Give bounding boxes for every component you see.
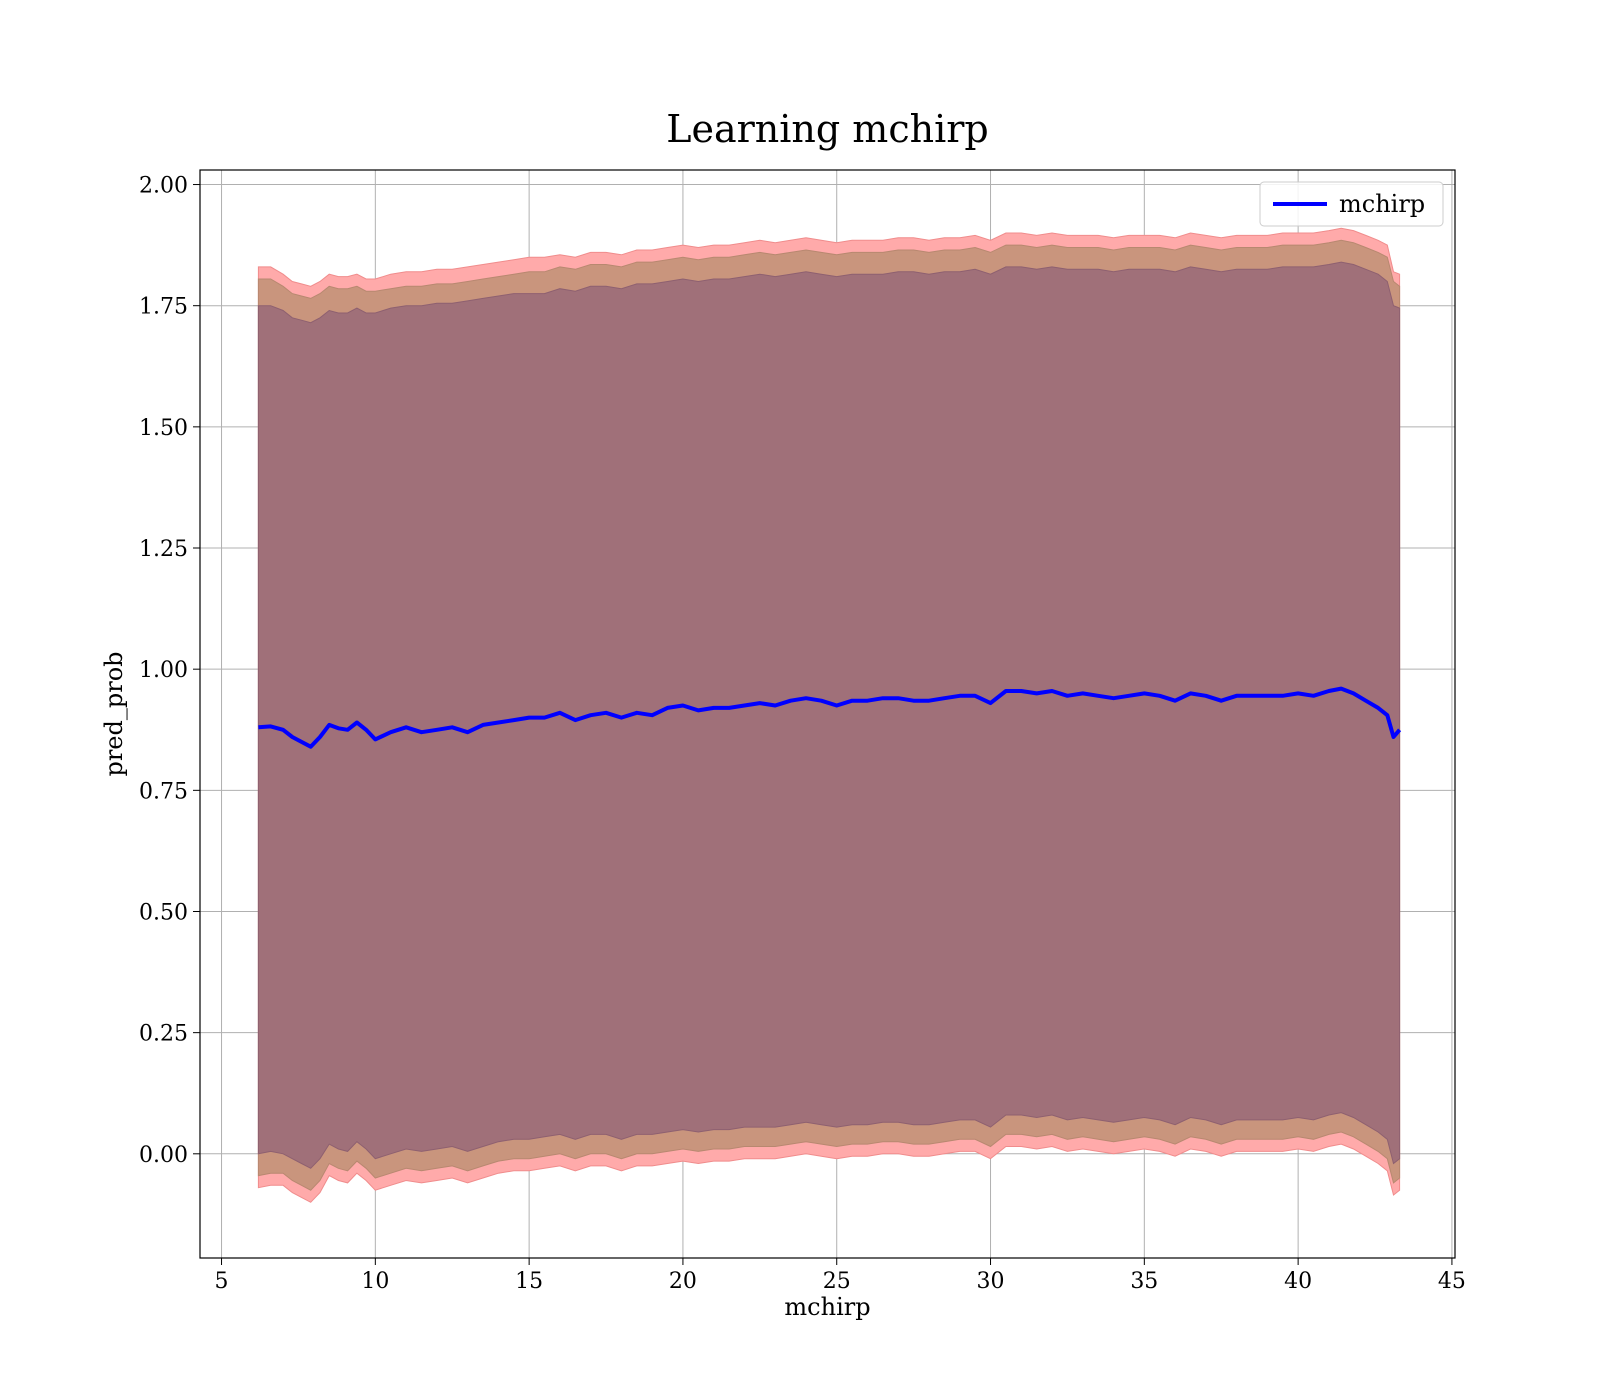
x-tick-label: 15 bbox=[515, 1269, 543, 1294]
y-axis-label: pred_prob bbox=[100, 651, 128, 776]
x-axis-label: mchirp bbox=[784, 1293, 870, 1321]
y-tick-label: 1.00 bbox=[139, 658, 188, 683]
x-tick-label: 5 bbox=[215, 1269, 229, 1294]
x-tick-label: 40 bbox=[1284, 1269, 1312, 1294]
y-tick-label: 1.75 bbox=[139, 295, 188, 320]
legend-label-mchirp: mchirp bbox=[1339, 190, 1425, 218]
x-tick-label: 30 bbox=[977, 1269, 1005, 1294]
series-line-mchirp bbox=[258, 686, 1402, 749]
y-tick-label: 2.00 bbox=[139, 174, 188, 199]
series-lines bbox=[258, 686, 1402, 749]
y-tick-label: 1.50 bbox=[139, 416, 188, 441]
confidence-bands bbox=[257, 227, 1401, 1203]
chart-title: Learning mchirp bbox=[666, 107, 988, 151]
band-inner bbox=[257, 261, 1401, 1169]
y-tick-label: 0.00 bbox=[139, 1143, 188, 1168]
x-tick-label: 10 bbox=[361, 1269, 389, 1294]
y-tick-label: 1.25 bbox=[139, 537, 188, 562]
y-axis-ticks: 0.00 0.25 0.50 0.75 1.00 1.25 1.50 1.75 2.00 bbox=[139, 174, 200, 1168]
plot-area-frame bbox=[199, 169, 1456, 1259]
legend: mchirp bbox=[1259, 181, 1444, 227]
y-tick-label: 0.50 bbox=[139, 900, 188, 925]
legend-box bbox=[1259, 181, 1444, 227]
y-tick-label: 0.75 bbox=[139, 779, 188, 804]
x-tick-label: 35 bbox=[1130, 1269, 1158, 1294]
x-tick-label: 45 bbox=[1438, 1269, 1466, 1294]
x-axis-ticks: 5 10 15 20 25 30 35 40 45 bbox=[215, 1258, 1466, 1294]
x-tick-label: 20 bbox=[669, 1269, 697, 1294]
x-tick-label: 25 bbox=[823, 1269, 851, 1294]
y-tick-label: 0.25 bbox=[139, 1022, 188, 1047]
